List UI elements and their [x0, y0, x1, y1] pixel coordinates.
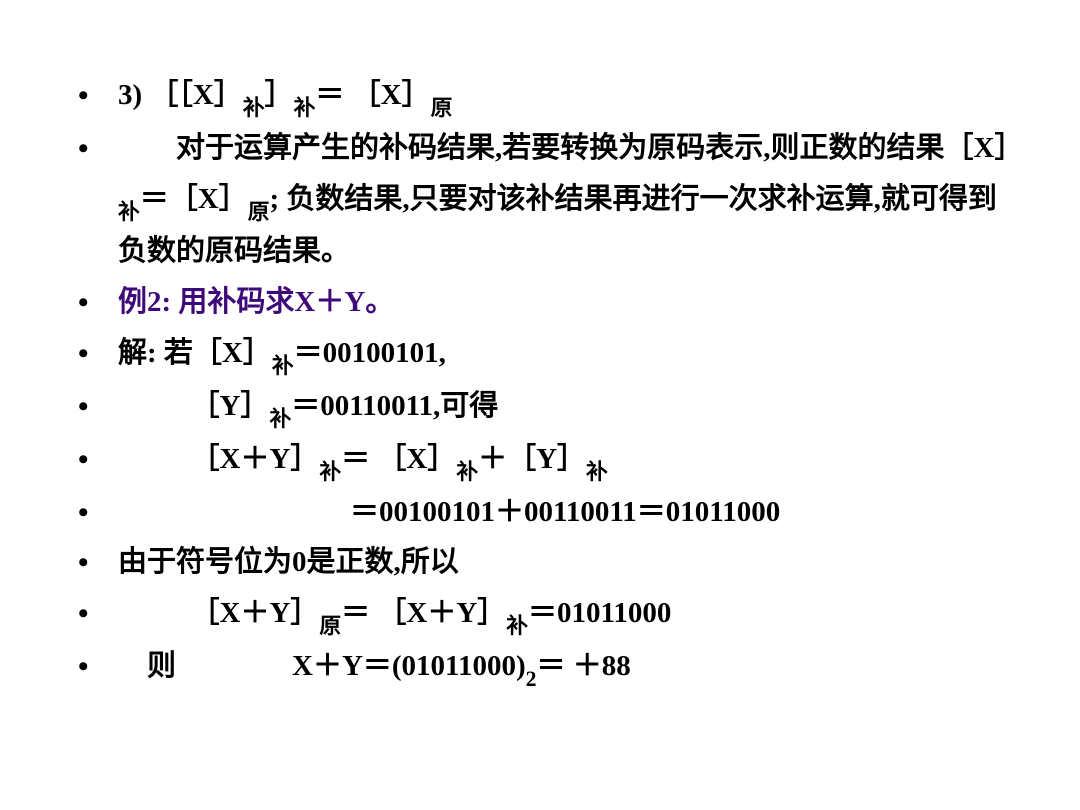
- subscript: 原: [431, 96, 453, 120]
- text: ＝00100101,: [294, 337, 446, 369]
- text: ［Y］: [118, 390, 269, 422]
- text: ＝ ［X］: [341, 443, 456, 475]
- subscript: 补: [586, 460, 608, 484]
- bullet-xy-complement: ［X＋Y］补＝ ［X］补＋［Y］补: [70, 434, 1010, 487]
- bullet-formula-1: 3) ［［X］补］补＝ ［X］原: [70, 70, 1010, 123]
- slide-body: 3) ［［X］补］补＝ ［X］原 对于运算产生的补码结果,若要转换为原码表示,则…: [0, 0, 1080, 810]
- text: ＝［X］: [140, 183, 248, 215]
- text: ［X＋Y］: [118, 443, 319, 475]
- paragraph-body: 对于运算产生的补码结果,若要转换为原码表示,则正数的结果［X］补＝［X］原; 负…: [118, 123, 1010, 277]
- text: 由于符号位为0是正数,所以: [118, 546, 459, 578]
- subscript: 补: [319, 460, 341, 484]
- subscript: 补: [506, 614, 528, 638]
- bullet-xy-original: ［X＋Y］原＝ ［X＋Y］补＝01011000: [70, 588, 1010, 641]
- subscript: 补: [272, 354, 294, 378]
- subscript: 补: [456, 460, 478, 484]
- text: ［X＋Y］: [118, 597, 319, 629]
- bullet-sign-note: 由于符号位为0是正数,所以: [70, 537, 1010, 588]
- subscript: 补: [243, 96, 265, 120]
- text: ］: [265, 79, 294, 111]
- bullet-binary-sum: ＝00100101＋00110011＝01011000: [70, 487, 1010, 538]
- bullet-paragraph: 对于运算产生的补码结果,若要转换为原码表示,则正数的结果［X］补＝［X］原; 负…: [70, 123, 1010, 277]
- text: 则 X＋Y＝(01011000): [118, 650, 526, 682]
- text: 解: 若［X］: [118, 337, 272, 369]
- subscript: 原: [319, 614, 341, 638]
- subscript: 补: [118, 200, 140, 224]
- text: ＝01011000: [528, 597, 671, 629]
- text: ＝ ＋88: [536, 650, 630, 682]
- text: 对于运算产生的补码结果,若要转换为原码表示,则正数的结果［X］: [118, 132, 1023, 164]
- subscript: 原: [248, 200, 270, 224]
- text: ; 负数结果,只要对该补结果再进行一次求补运算,就可得到负数的原码结果。: [118, 183, 997, 268]
- bullet-solution-x: 解: 若［X］补＝00100101,: [70, 328, 1010, 381]
- text: ＝ ［X］: [315, 79, 430, 111]
- bullet-example-heading: 例2: 用补码求X＋Y。: [70, 277, 1010, 328]
- subscript: 补: [269, 407, 291, 431]
- text: ＝00100101＋00110011＝01011000: [118, 496, 780, 528]
- text: ＝ ［X＋Y］: [341, 597, 506, 629]
- text: 3) ［［X］: [118, 79, 243, 111]
- text: 例2: 用补码求X＋Y。: [118, 286, 394, 318]
- subscript: 补: [294, 96, 316, 120]
- subscript: 2: [526, 667, 537, 691]
- text: ＋［Y］: [478, 443, 586, 475]
- bullet-solution-y: ［Y］补＝00110011,可得: [70, 381, 1010, 434]
- bullet-list: 3) ［［X］补］补＝ ［X］原 对于运算产生的补码结果,若要转换为原码表示,则…: [70, 70, 1010, 694]
- text: ＝00110011,可得: [291, 390, 498, 422]
- bullet-result-decimal: 则 X＋Y＝(01011000)2＝ ＋88: [70, 641, 1010, 694]
